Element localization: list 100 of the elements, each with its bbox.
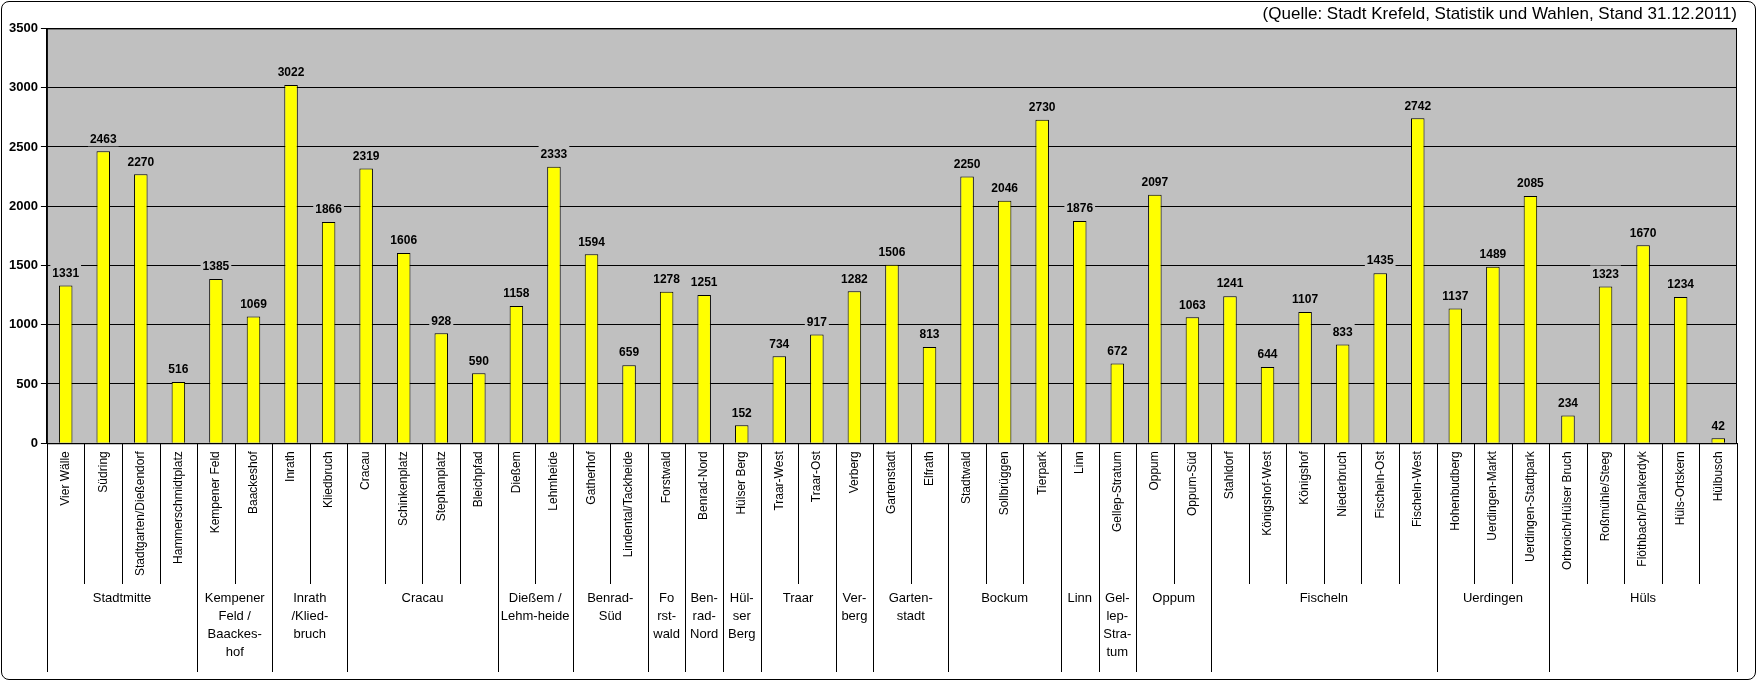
data-label: 833 [1332, 324, 1353, 339]
text: Uerdingen [1462, 590, 1523, 606]
x-tick-label: Verberg [846, 451, 861, 494]
x-tick-label: Niederbruch [1334, 451, 1349, 517]
x-tick-label: Hülser Berg [734, 451, 749, 515]
x-tick-label: Sollbrüggen [996, 451, 1011, 516]
text: Inrath /Klied- bruch [291, 590, 329, 642]
data-label: 2250 [953, 156, 981, 171]
x-tick-label: Hüls-Ortskern [1672, 451, 1687, 526]
x-tick-label: Fischeln-Ost [1372, 450, 1387, 519]
x-tick-label: Stadtwald [959, 451, 974, 504]
data-label: 516 [168, 362, 189, 377]
x-tick-label: Kempener Feld [208, 451, 223, 534]
data-label: 1594 [578, 234, 606, 249]
text: Linn [1067, 590, 1093, 606]
y-tick-label: 2000 [9, 197, 38, 213]
text: Fo rst- wald [652, 590, 680, 642]
text: Traar [782, 590, 815, 606]
data-label: 1278 [653, 272, 681, 287]
data-label: 2463 [89, 131, 117, 146]
data-label: 659 [619, 345, 640, 360]
text: Dießem / Lehm-heide [500, 590, 570, 624]
text: Bockum [981, 590, 1029, 606]
data-label: 3022 [277, 65, 305, 80]
text: Benrad- Süd [587, 590, 634, 624]
data-label: 2333 [540, 147, 568, 162]
data-label: 2097 [1141, 175, 1169, 190]
x-tick-label: Lindental/Tackheide [621, 450, 636, 558]
y-tick-label: 1500 [9, 257, 38, 273]
data-label: 1323 [1592, 266, 1620, 281]
data-label: 2085 [1517, 176, 1545, 191]
x-tick-label: Schinkenplatz [396, 451, 411, 526]
data-label: 1251 [690, 275, 718, 290]
y-tick-label: 0 [30, 434, 38, 450]
x-tick-label: Dießem [508, 451, 523, 494]
text: Ben- rad- Nord [690, 590, 719, 642]
x-tick-label: Stadtgarten/Dießendorf [133, 450, 148, 577]
x-tick-label: Roßmühle/Steeg [1597, 451, 1612, 542]
x-tick-label: Benrad-Nord [696, 451, 711, 520]
data-label: 2319 [352, 148, 380, 163]
y-tick-label: 2500 [9, 138, 38, 154]
data-label: 1506 [878, 245, 906, 260]
data-label: 1876 [1066, 201, 1094, 216]
x-tick-label: Uerdingen-Markt [1485, 450, 1500, 541]
data-label: 2742 [1404, 98, 1432, 113]
text: Ver- berg [841, 590, 868, 624]
x-tick-label: Gellep-Stratum [1109, 451, 1124, 532]
x-tick-label: Lehmheide [546, 450, 561, 511]
data-label: 1158 [503, 286, 530, 301]
x-tick-label: Traar-Ost [809, 450, 824, 503]
data-label: 152 [731, 405, 753, 420]
x-tick-label: Forstwald [658, 451, 673, 504]
x-tick-label: Baackeshof [245, 450, 260, 514]
data-label: 734 [769, 336, 790, 351]
text: Hül- ser Berg [728, 590, 756, 642]
y-tick-label: 3500 [9, 19, 38, 35]
data-label: 1435 [1366, 253, 1394, 268]
x-tick-label: Cracau [358, 451, 373, 490]
data-label: 1489 [1479, 247, 1507, 262]
text: Oppum [1152, 590, 1195, 606]
data-label: 1107 [1292, 292, 1319, 307]
x-tick-label: Stephanplatz [433, 451, 448, 522]
x-tick-label: Tierpark [1034, 450, 1049, 495]
text: Hüls [1630, 590, 1657, 606]
x-tick-label: Vier Wälle [58, 450, 73, 506]
x-tick-label: Stahldorf [1222, 450, 1237, 500]
data-label: 1670 [1629, 225, 1657, 240]
data-label: 1234 [1667, 277, 1695, 292]
data-label: 1069 [240, 296, 268, 311]
x-tick-label: Königshof-West [1259, 450, 1274, 536]
y-tick-label: 1000 [9, 316, 38, 332]
x-tick-label: Fischeln-West [1410, 450, 1425, 528]
data-label: 2730 [1028, 99, 1056, 114]
x-tick-label: Südring [95, 451, 110, 493]
text: Cracau [401, 590, 444, 606]
x-tick-label: Inrath [283, 451, 298, 482]
data-label: 1241 [1216, 276, 1244, 291]
x-tick-label: Elfrath [921, 451, 936, 486]
data-label: 1282 [841, 271, 869, 286]
x-tick-label: Hammerschmidtplatz [170, 451, 185, 564]
x-tick-label: Oppum [1147, 451, 1162, 491]
x-tick-label: Kliedbruch [320, 451, 335, 508]
data-label: 928 [431, 313, 452, 328]
data-label: 2046 [991, 181, 1019, 196]
data-label: 1385 [202, 259, 230, 274]
text: Stadtmitte [92, 590, 152, 606]
data-label: 2270 [127, 154, 155, 169]
x-tick-label: Oppum-Süd [1184, 451, 1199, 516]
text: Garten- stadt [888, 590, 933, 624]
data-label: 1606 [390, 233, 418, 248]
data-label: 590 [468, 353, 490, 368]
data-label: 813 [919, 327, 940, 342]
data-label: 1137 [1442, 288, 1469, 303]
x-tick-label: Gatherhof [583, 450, 598, 505]
chart-subtitle: (Quelle: Stadt Krefeld, Statistik und Wahlen, Stand 31.12.2011) [1262, 3, 1737, 23]
y-tick-label: 500 [16, 375, 38, 391]
x-tick-label: Traar-West [771, 450, 786, 511]
y-tick-label: 3000 [9, 79, 38, 95]
x-tick-label: Hülbusch [1710, 451, 1725, 502]
text: Fischeln [1299, 590, 1349, 606]
